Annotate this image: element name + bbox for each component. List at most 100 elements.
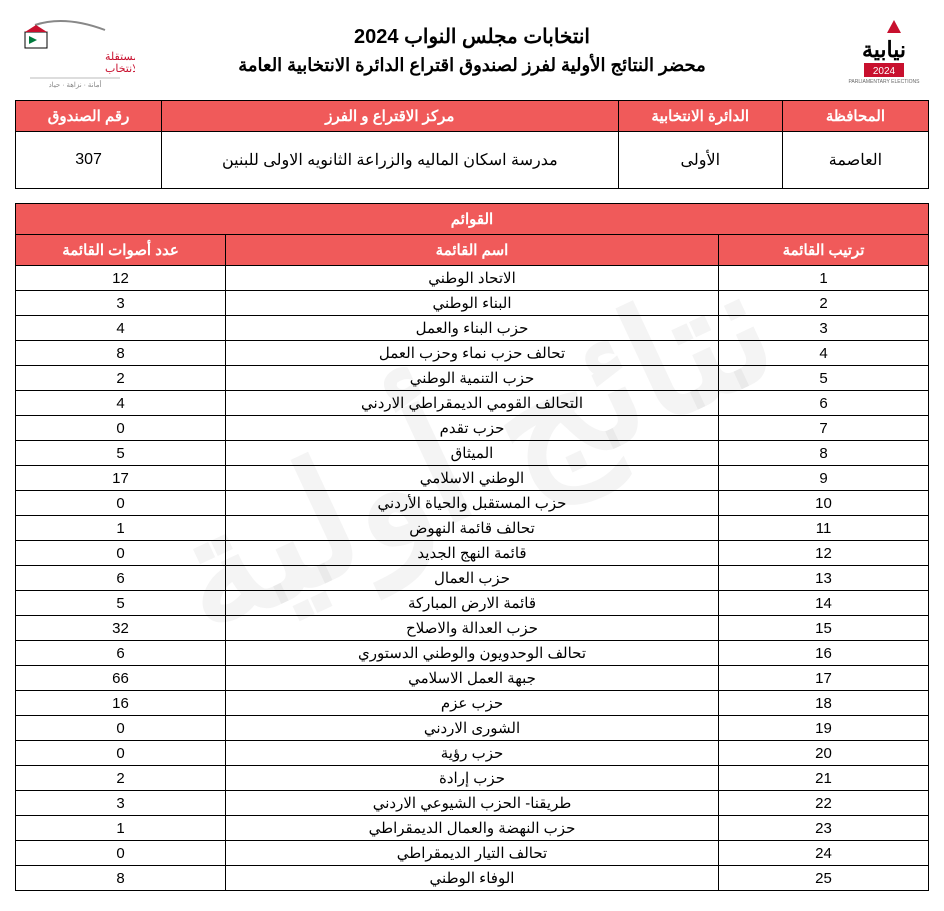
results-row: 25الوفاء الوطني8	[16, 866, 929, 891]
results-cell-name: حزب إرادة	[226, 766, 719, 791]
results-row: 15حزب العدالة والاصلاح32	[16, 616, 929, 641]
results-cell-votes: 16	[16, 691, 226, 716]
results-row: 6التحالف القومي الديمقراطي الاردني4	[16, 391, 929, 416]
results-cell-name: الاتحاد الوطني	[226, 266, 719, 291]
results-cell-votes: 3	[16, 291, 226, 316]
results-cell-votes: 3	[16, 791, 226, 816]
results-cell-name: جبهة العمل الاسلامي	[226, 666, 719, 691]
results-cell-rank: 13	[719, 566, 929, 591]
results-cell-name: التحالف القومي الديمقراطي الاردني	[226, 391, 719, 416]
results-cell-rank: 21	[719, 766, 929, 791]
results-cell-name: حزب المستقبل والحياة الأردني	[226, 491, 719, 516]
svg-text:للانتخاب: للانتخاب	[105, 63, 135, 75]
results-cell-rank: 24	[719, 841, 929, 866]
results-cell-rank: 8	[719, 441, 929, 466]
results-cell-rank: 3	[719, 316, 929, 341]
results-cell-name: تحالف حزب نماء وحزب العمل	[226, 341, 719, 366]
results-row: 2البناء الوطني3	[16, 291, 929, 316]
results-cell-rank: 11	[719, 516, 929, 541]
results-cell-votes: 0	[16, 841, 226, 866]
results-row: 7حزب تقدم0	[16, 416, 929, 441]
results-row: 10حزب المستقبل والحياة الأردني0	[16, 491, 929, 516]
results-cell-name: الشورى الاردني	[226, 716, 719, 741]
results-header-votes: عدد أصوات القائمة	[16, 235, 226, 266]
results-cell-name: حزب البناء والعمل	[226, 316, 719, 341]
info-governorate: العاصمة	[782, 132, 928, 189]
results-cell-name: حزب تقدم	[226, 416, 719, 441]
results-cell-rank: 9	[719, 466, 929, 491]
results-row: 21حزب إرادة2	[16, 766, 929, 791]
results-cell-name: الميثاق	[226, 441, 719, 466]
results-row: 4تحالف حزب نماء وحزب العمل8	[16, 341, 929, 366]
results-row: 5حزب التنمية الوطني2	[16, 366, 929, 391]
results-cell-rank: 18	[719, 691, 929, 716]
results-header-name: اسم القائمة	[226, 235, 719, 266]
results-row: 22طريقنا- الحزب الشيوعي الاردني3	[16, 791, 929, 816]
results-cell-votes: 8	[16, 866, 226, 891]
title-main: انتخابات مجلس النواب 2024	[135, 24, 809, 49]
info-district: الأولى	[618, 132, 782, 189]
logo-iec: الهيئة المستقلة للانتخاب أمانة · نزاهة ·…	[15, 10, 135, 90]
results-header-rank: ترتيب القائمة	[719, 235, 929, 266]
results-cell-votes: 0	[16, 416, 226, 441]
results-cell-rank: 4	[719, 341, 929, 366]
results-row: 14قائمة الارض المباركة5	[16, 591, 929, 616]
results-cell-votes: 2	[16, 766, 226, 791]
svg-text:الهيئة المستقلة: الهيئة المستقلة	[105, 51, 135, 63]
results-row: 17جبهة العمل الاسلامي66	[16, 666, 929, 691]
results-cell-votes: 0	[16, 716, 226, 741]
results-cell-name: حزب النهضة والعمال الديمقراطي	[226, 816, 719, 841]
results-cell-name: طريقنا- الحزب الشيوعي الاردني	[226, 791, 719, 816]
svg-text:2024: 2024	[873, 66, 896, 77]
results-row: 9الوطني الاسلامي17	[16, 466, 929, 491]
results-row: 8الميثاق5	[16, 441, 929, 466]
results-cell-rank: 25	[719, 866, 929, 891]
results-cell-rank: 20	[719, 741, 929, 766]
results-cell-name: حزب عزم	[226, 691, 719, 716]
results-cell-name: حزب التنمية الوطني	[226, 366, 719, 391]
info-row: العاصمة الأولى مدرسة اسكان الماليه والزر…	[16, 132, 929, 189]
results-cell-name: قائمة الارض المباركة	[226, 591, 719, 616]
results-cell-votes: 6	[16, 641, 226, 666]
results-cell-name: الوطني الاسلامي	[226, 466, 719, 491]
results-cell-votes: 32	[16, 616, 226, 641]
results-cell-votes: 0	[16, 741, 226, 766]
results-cell-rank: 14	[719, 591, 929, 616]
results-cell-votes: 1	[16, 516, 226, 541]
results-cell-name: حزب العدالة والاصلاح	[226, 616, 719, 641]
results-cell-rank: 23	[719, 816, 929, 841]
results-cell-name: حزب العمال	[226, 566, 719, 591]
results-row: 23حزب النهضة والعمال الديمقراطي1	[16, 816, 929, 841]
results-cell-votes: 4	[16, 391, 226, 416]
results-section-title: القوائم	[16, 204, 929, 235]
results-row: 1الاتحاد الوطني12	[16, 266, 929, 291]
results-cell-votes: 4	[16, 316, 226, 341]
results-cell-name: حزب رؤية	[226, 741, 719, 766]
results-cell-rank: 2	[719, 291, 929, 316]
results-cell-votes: 66	[16, 666, 226, 691]
results-cell-name: قائمة النهج الجديد	[226, 541, 719, 566]
results-cell-name: تحالف التيار الديمقراطي	[226, 841, 719, 866]
results-cell-votes: 1	[16, 816, 226, 841]
results-cell-votes: 2	[16, 366, 226, 391]
results-cell-name: تحالف قائمة النهوض	[226, 516, 719, 541]
results-cell-votes: 12	[16, 266, 226, 291]
info-header-district: الدائرة الانتخابية	[618, 101, 782, 132]
title-sub: محضر النتائج الأولية لفرز لصندوق اقتراع …	[135, 55, 809, 76]
results-cell-rank: 22	[719, 791, 929, 816]
results-cell-votes: 5	[16, 591, 226, 616]
results-cell-rank: 12	[719, 541, 929, 566]
results-table: القوائم ترتيب القائمة اسم القائمة عدد أص…	[15, 203, 929, 891]
results-row: 20حزب رؤية0	[16, 741, 929, 766]
svg-text:PARLIAMENTARY ELECTIONS: PARLIAMENTARY ELECTIONS	[848, 79, 920, 85]
results-cell-rank: 10	[719, 491, 929, 516]
info-header-governorate: المحافظة	[782, 101, 928, 132]
results-row: 3حزب البناء والعمل4	[16, 316, 929, 341]
svg-text:أمانة · نزاهة · حياد: أمانة · نزاهة · حياد	[49, 79, 102, 89]
results-row: 19الشورى الاردني0	[16, 716, 929, 741]
info-box: 307	[16, 132, 162, 189]
document-header: نيابية 2024 PARLIAMENTARY ELECTIONS انتخ…	[15, 10, 929, 90]
info-table: المحافظة الدائرة الانتخابية مركز الاقترا…	[15, 100, 929, 189]
info-center: مدرسة اسكان الماليه والزراعة الثانويه ال…	[162, 132, 619, 189]
results-cell-rank: 6	[719, 391, 929, 416]
